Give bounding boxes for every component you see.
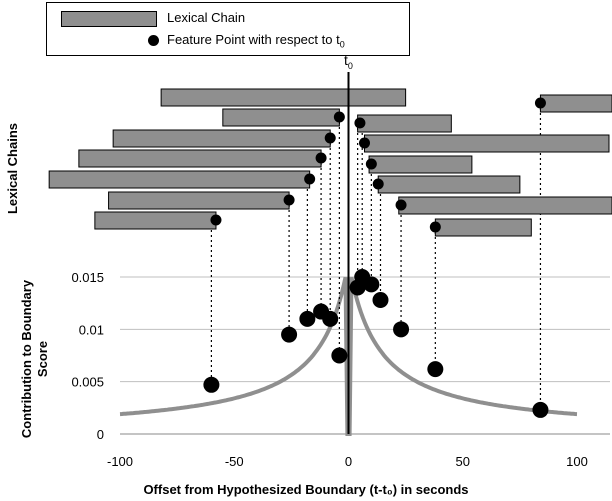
chain-bar (78, 149, 322, 168)
feature-marker (304, 173, 316, 185)
chain-bar (108, 191, 290, 210)
feature-marker (365, 158, 377, 170)
y-tick-label: 0.015 (71, 270, 104, 285)
x-tick-label: -50 (225, 454, 244, 469)
score-point (331, 347, 348, 364)
dropline-layer (210, 103, 542, 410)
chain-bar (434, 218, 532, 237)
point-layer (203, 97, 549, 418)
chain-bar (160, 88, 407, 107)
x-axis-label: Offset from Hypothesized Boundary (t-t₀)… (143, 482, 469, 497)
score-curve-left (119, 276, 350, 436)
score-point (372, 292, 389, 309)
score-point (322, 310, 339, 327)
legend-point-label: Feature Point with respect to t0 (167, 32, 345, 50)
legend-point-marker (148, 35, 159, 46)
legend-chain-label: Lexical Chain (167, 10, 246, 25)
feature-marker (354, 117, 366, 129)
feature-marker (283, 194, 295, 206)
feature-marker (534, 97, 546, 109)
x-tick-label: -100 (107, 454, 133, 469)
x-tick-label: 50 (456, 454, 470, 469)
y-tick-label: 0 (97, 427, 104, 442)
score-point (299, 310, 316, 327)
feature-marker (429, 221, 441, 233)
chain-bar (222, 108, 340, 127)
chain-bar (377, 175, 521, 194)
feature-marker (372, 178, 384, 190)
x-tick-label: 100 (566, 454, 588, 469)
score-point (203, 376, 220, 393)
chain-bar-layer (48, 88, 612, 237)
legend-chain-swatch (61, 11, 157, 27)
y-tick-label: 0.01 (79, 322, 104, 337)
feature-marker (210, 214, 222, 226)
axis-layer: 0 0.005 0.01 0.015 -100 -50 0 50 100 (71, 72, 588, 469)
chain-bar (368, 155, 473, 174)
chain-bar (398, 196, 612, 215)
chain-bar (48, 170, 311, 189)
t0-marker-label: t0 (344, 52, 353, 71)
feature-marker (315, 152, 327, 164)
score-point (427, 361, 444, 378)
score-point (532, 401, 549, 418)
score-point (281, 326, 298, 343)
y-tick-label: 0.005 (71, 375, 104, 390)
score-point (363, 276, 380, 293)
x-tick-label: 0 (345, 454, 352, 469)
feature-marker (395, 199, 407, 211)
chain-bar (357, 114, 452, 133)
feature-marker (333, 111, 345, 123)
chain-bar (363, 134, 610, 153)
chain-bar (112, 129, 331, 148)
chain-bar (94, 211, 217, 230)
score-point (393, 321, 410, 338)
feature-marker (324, 132, 336, 144)
legend: Lexical Chain Feature Point with respect… (46, 2, 410, 56)
chain-bar (539, 94, 612, 113)
feature-marker (358, 137, 370, 149)
